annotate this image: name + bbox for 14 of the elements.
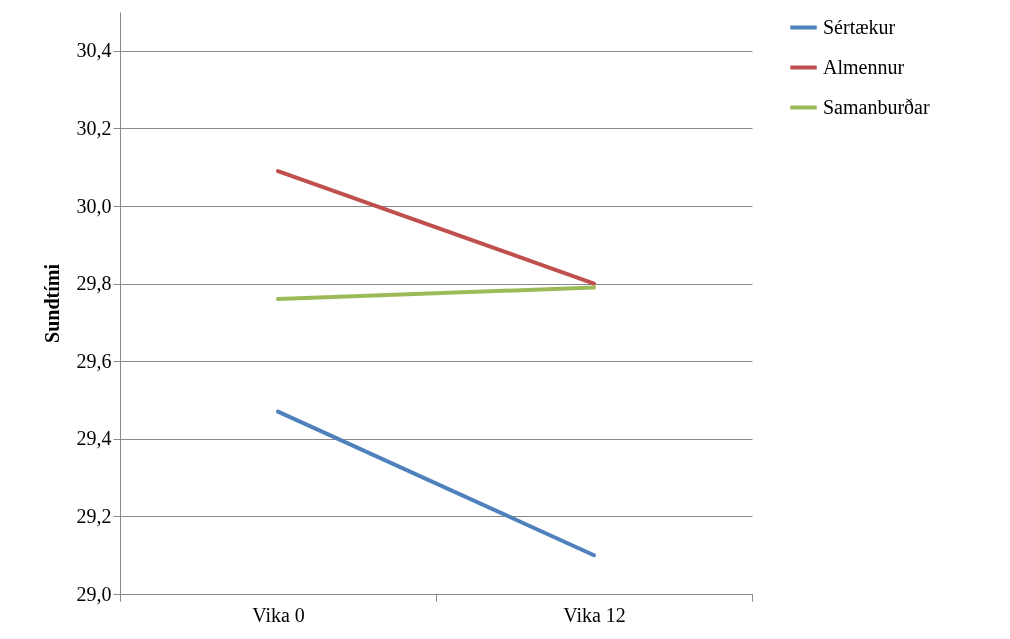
y-tick-label: 30,4	[76, 39, 112, 62]
y-tick-label: 29,0	[76, 582, 112, 605]
y-axis-title: Sundtími	[40, 263, 63, 343]
y-tick-label: 30,2	[76, 116, 112, 139]
y-tick-label: 29,8	[76, 272, 112, 295]
x-tick-label: Vika 0	[252, 603, 305, 626]
y-tick-label: 29,6	[76, 349, 112, 372]
y-tick-label: 30,0	[76, 194, 112, 217]
legend-label: Almennur	[823, 55, 905, 78]
x-tick-label: Vika 12	[563, 603, 626, 626]
y-tick-label: 29,2	[76, 504, 112, 527]
y-tick-label: 29,4	[76, 427, 112, 450]
legend-label: Sértækur	[823, 15, 896, 38]
legend-label: Samanburðar	[823, 95, 930, 118]
